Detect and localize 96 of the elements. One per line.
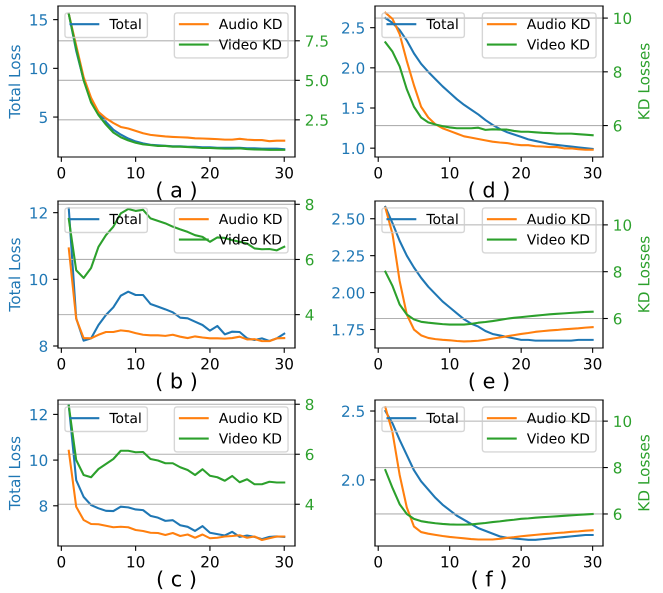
x-tick-label: 0 <box>57 166 66 179</box>
x-tick-label: 10 <box>128 556 144 568</box>
legend-label: Audio KD <box>526 214 590 224</box>
legend-label: Total <box>426 18 458 30</box>
y-axis-title: Total Loss <box>8 238 20 312</box>
x-tick-label: 20 <box>512 358 530 370</box>
y-tick-label: 2.5 <box>342 22 364 34</box>
y-tick-label: 2.0 <box>342 474 364 486</box>
y2-tick-label: 8 <box>614 462 622 474</box>
y-tick-label: 5 <box>40 112 47 124</box>
y-tick-label: 2.0 <box>342 62 364 74</box>
y-tick-label: 8 <box>40 340 48 352</box>
y2-axis-title: KD Losses <box>638 434 650 510</box>
y2-tick-label: 8 <box>614 66 622 78</box>
y2-tick-label: 4 <box>305 498 314 510</box>
x-axis-title: ( b ) <box>156 372 196 392</box>
legend-label: Audio KD <box>218 214 282 224</box>
x-tick-label: 20 <box>201 556 219 568</box>
y2-tick-label: 10 <box>614 219 632 231</box>
legend-label: Video KD <box>526 234 590 245</box>
y-tick-label: 15 <box>30 14 47 26</box>
x-tick-label: 30 <box>584 166 602 179</box>
y2-tick-label: 5.0 <box>306 74 328 86</box>
x-tick-label: 20 <box>512 166 530 179</box>
x-axis-title: ( a ) <box>157 182 196 200</box>
y2-tick-label: 2.5 <box>306 114 328 126</box>
y2-tick-label: 6 <box>614 312 622 325</box>
x-axis-title: ( c ) <box>158 570 196 590</box>
legend-label: Total <box>426 412 458 424</box>
legend-label: Video KD <box>218 38 282 50</box>
line-series <box>68 450 286 542</box>
x-tick-label: 20 <box>201 358 219 370</box>
line-series <box>384 270 594 326</box>
x-tick-label: 20 <box>201 166 219 179</box>
y-axis-title: Total Loss <box>8 45 20 119</box>
y-tick-label: 8 <box>40 500 48 512</box>
y2-tick-label: 4 <box>305 309 314 320</box>
x-axis-title: ( e ) <box>470 372 508 392</box>
x-tick-label: 10 <box>128 166 144 179</box>
legend-label: Total <box>109 18 141 30</box>
y-tick-label: 2.25 <box>332 250 364 262</box>
x-tick-label: 0 <box>374 166 382 179</box>
x-tick-label: 30 <box>276 358 293 370</box>
y2-tick-label: 8 <box>306 398 314 410</box>
x-axis-title: ( f ) <box>472 570 506 590</box>
y2-tick-label: 6 <box>306 448 314 460</box>
line-series <box>68 208 286 279</box>
x-tick-label: 10 <box>442 556 458 568</box>
x-tick-label: 30 <box>584 556 602 568</box>
line-series <box>68 247 286 342</box>
legend-label: Total <box>426 214 458 224</box>
y-tick-label: 1.5 <box>342 102 364 114</box>
y2-tick-label: 6 <box>614 120 622 132</box>
y2-tick-label: 8 <box>614 266 622 278</box>
line-series <box>384 469 594 526</box>
legend-label: Audio KD <box>218 412 282 424</box>
line-series <box>68 404 286 486</box>
y-axis-title: Total Loss <box>8 436 20 510</box>
legend-label: Total <box>109 412 141 424</box>
y-tick-label: 2.00 <box>332 287 364 299</box>
y-tick-label: 2.50 <box>332 213 364 225</box>
x-tick-label: 0 <box>374 556 382 568</box>
y2-tick-label: 7.5 <box>306 35 328 47</box>
x-tick-label: 10 <box>128 358 144 370</box>
line-series <box>68 207 286 342</box>
y2-tick-label: 6 <box>614 508 622 520</box>
y-tick-label: 2.5 <box>342 405 364 418</box>
legend-label: Audio KD <box>218 18 282 30</box>
x-tick-label: 0 <box>374 358 382 370</box>
x-tick-label: 20 <box>512 556 530 568</box>
y2-tick-label: 10 <box>614 416 632 428</box>
x-tick-label: 30 <box>276 556 293 568</box>
legend-label: Video KD <box>526 38 590 50</box>
legend-label: Video KD <box>218 432 282 444</box>
y-tick-label: 10 <box>30 62 48 74</box>
x-tick-label: 30 <box>276 166 293 179</box>
legend-label: Audio KD <box>526 18 590 30</box>
x-tick-label: 30 <box>584 358 602 370</box>
y-tick-label: 10 <box>30 274 48 286</box>
x-tick-label: 0 <box>57 358 66 370</box>
y-tick-label: 1.0 <box>342 142 364 154</box>
y2-tick-label: 8 <box>306 198 314 210</box>
x-tick-label: 10 <box>442 358 458 370</box>
legend-label: Video KD <box>526 432 590 444</box>
y2-tick-label: 10 <box>614 12 632 24</box>
y-tick-label: 12 <box>30 408 47 420</box>
y2-tick-label: 6 <box>306 254 314 266</box>
x-tick-label: 10 <box>442 166 458 179</box>
x-axis-title: ( d ) <box>469 182 509 200</box>
x-tick-label: 0 <box>57 556 66 568</box>
y-tick-label: 1.75 <box>332 324 364 336</box>
y-tick-label: 10 <box>30 454 48 466</box>
legend-label: Audio KD <box>526 412 590 424</box>
y2-axis-title: KD Losses <box>638 43 650 119</box>
y2-axis-title: KD Losses <box>638 236 650 312</box>
y-tick-label: 12 <box>30 207 47 218</box>
